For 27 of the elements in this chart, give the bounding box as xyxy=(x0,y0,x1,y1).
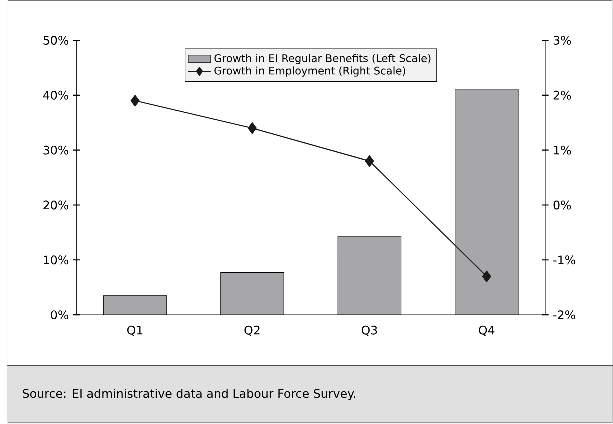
x-tick-label: Q4 xyxy=(479,326,495,336)
y2-tick-label: -2% xyxy=(554,310,576,320)
y2-tick-label: 3% xyxy=(554,36,572,46)
y-tick-label: 20% xyxy=(44,200,69,210)
point xyxy=(248,122,257,134)
bar xyxy=(338,236,402,316)
point xyxy=(365,156,374,168)
y-tick-label: 50% xyxy=(44,36,69,46)
legend-label: Growth in EI Regular Benefits (Left Scale) xyxy=(214,54,431,65)
y2-tick-label: 2% xyxy=(554,91,572,100)
bar xyxy=(103,296,168,316)
legend-label: Growth in Employment (Right Scale) xyxy=(214,66,406,78)
source-note: Source: EI administrative data and Labour Force Survey. xyxy=(23,389,356,401)
x-tick-label: Q2 xyxy=(244,326,260,336)
y-tick-label: 30% xyxy=(44,146,69,155)
x-tick-label: Q3 xyxy=(362,326,378,336)
y2-tick-label: 1% xyxy=(554,146,572,155)
y2-tick-label: -1% xyxy=(554,256,576,265)
y2-tick-label: 0% xyxy=(554,200,572,210)
y-tick-label: 10% xyxy=(44,256,69,265)
y-tick-label: 40% xyxy=(43,91,69,100)
y-tick-label: 0% xyxy=(51,310,69,320)
point xyxy=(130,95,140,107)
point xyxy=(482,270,492,283)
x-tick-label: Q1 xyxy=(128,326,143,336)
bar xyxy=(220,272,284,316)
bar xyxy=(455,89,519,316)
